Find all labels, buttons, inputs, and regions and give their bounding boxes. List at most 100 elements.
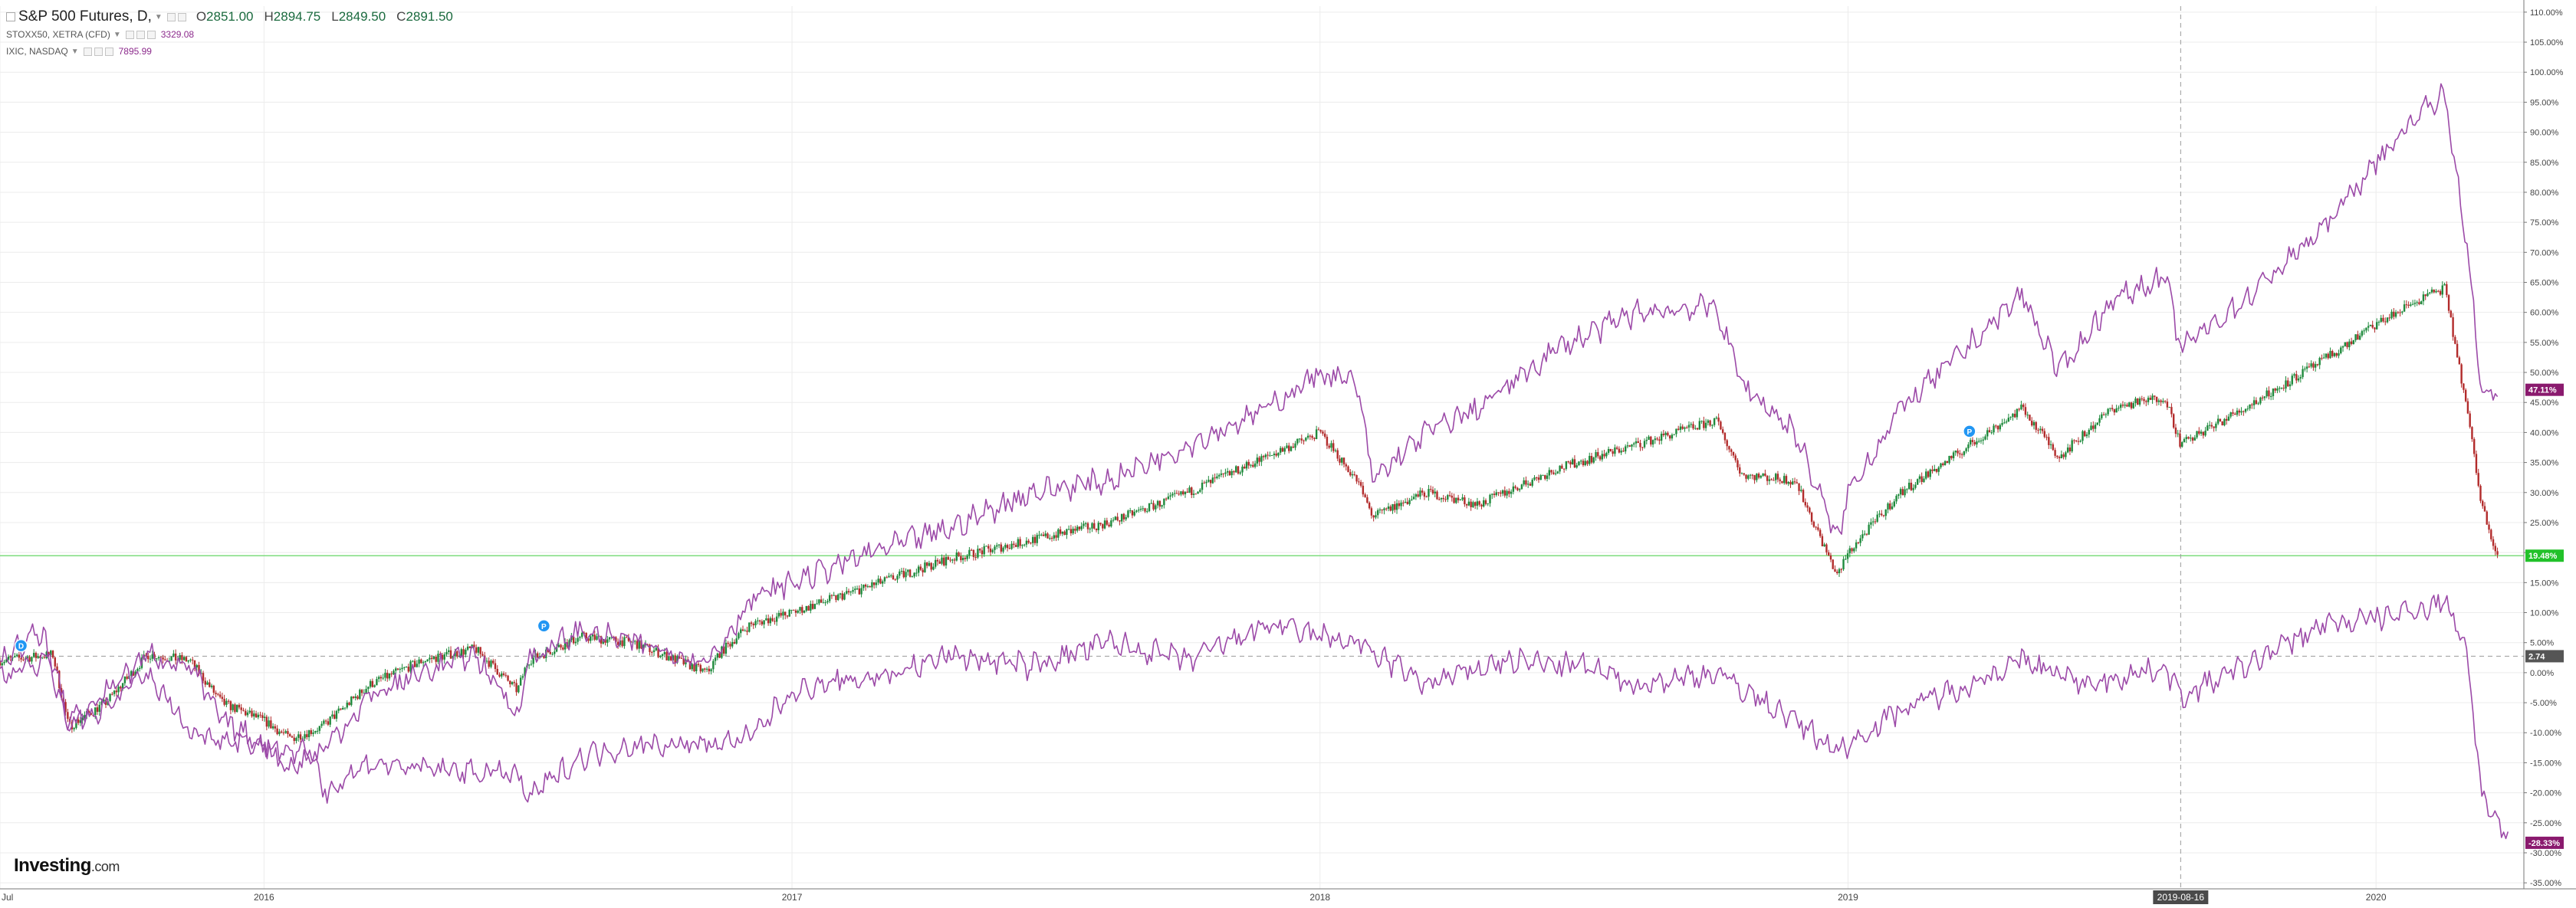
candle-body [1624,446,1627,452]
candle-body [318,726,321,731]
event-marker[interactable]: P [1963,424,1976,438]
candle-body [1336,450,1339,459]
candle-body [1500,492,1502,494]
candle-body [2126,405,2128,407]
candle-body [2141,398,2143,400]
candle-body [1923,478,1925,483]
candle-body [805,605,808,611]
hide-series-button[interactable] [83,47,92,56]
candle-body [1523,480,1525,485]
candle-body [1592,457,1595,463]
candle-body [323,720,325,724]
candle-body [488,661,490,667]
chevron-down-icon[interactable]: ▼ [113,30,121,39]
candle-body [172,653,175,657]
candle-body [2132,403,2134,408]
hide-series-button[interactable] [166,12,176,21]
chevron-down-icon[interactable]: ▼ [71,47,79,56]
candle-body [1116,516,1119,520]
ixic-symbol-label[interactable]: IXIC, NASDAQ [6,46,68,57]
candle-body [1019,539,1021,546]
candle-body [1355,475,1358,482]
candle-body [1191,487,1193,495]
event-marker[interactable]: D [14,638,28,653]
candle-body [1417,494,1419,497]
candle-body [1976,441,1978,445]
candle-body [2168,407,2170,408]
settings-series-button[interactable] [94,47,103,56]
candle-body [1108,524,1110,526]
candle-body [1728,446,1730,450]
candle-body [625,637,628,638]
candle-body [1586,461,1589,464]
candle-body [1102,524,1104,529]
main-symbol-label[interactable]: S&P 500 Futures, D, [18,8,152,25]
y-tick-label: 65.00% [2530,278,2559,287]
candle-body [1057,529,1060,538]
chevron-down-icon[interactable]: ▼ [154,12,163,21]
candle-body [54,657,56,667]
candle-body [977,549,979,558]
candle-body [420,659,422,664]
candle-body [1091,523,1093,529]
candle-body [1406,501,1409,504]
candle-body [64,702,67,713]
candle-body [84,715,86,718]
candle-body [1161,505,1163,507]
remove-series-button[interactable] [104,47,113,56]
candle-body [2088,430,2090,435]
remove-series-button[interactable] [146,30,156,39]
candle-body [947,556,949,560]
candle-body [401,667,403,670]
legend-ixic-row: IXIC, NASDAQ ▼ 7895.99 [6,43,464,60]
legend-stoxx-row: STOXX50, XETRA (CFD) ▼ 3329.08 [6,26,464,43]
candle-body [2456,343,2459,358]
settings-series-button[interactable] [136,30,145,39]
candle-body [659,655,662,657]
candle-body [722,646,725,654]
event-markers[interactable]: D P P [14,424,1976,653]
candle-body [202,673,205,681]
badge-background [2525,383,2564,396]
candle-body [1131,510,1134,516]
candle-body [1889,503,1891,510]
candle-body [811,604,814,609]
candle-body [1641,447,1644,448]
settings-series-button[interactable] [177,12,186,21]
candle-body [2424,294,2426,297]
collapse-legend-button[interactable] [6,12,15,21]
candle-body [441,654,444,660]
candle-body [350,697,353,706]
candle-body [644,644,647,645]
candle-body [1952,452,1955,459]
candle-body [2082,431,2084,441]
candle-body [1269,455,1271,457]
candle-body [1607,448,1610,453]
candle-body [767,618,770,624]
candle-body [2181,442,2183,447]
candle-body [1995,425,1997,427]
candle-body [87,711,90,713]
candle-body [938,561,941,564]
candle-body [2374,327,2376,329]
hide-series-button[interactable] [125,30,134,39]
candle-body [1451,495,1454,498]
candle-body [1080,526,1083,529]
candle-body [1895,496,1898,502]
candle-body [1294,443,1296,448]
y-tick-label: 45.00% [2530,398,2559,408]
candle-body [970,549,973,551]
candle-body [2352,340,2355,344]
badge-background [2525,650,2564,663]
candle-body [1539,475,1542,480]
candle-body [2418,302,2420,304]
candle-body [2101,414,2103,418]
event-marker[interactable]: P [537,619,551,633]
candle-body [460,649,463,657]
candle-body [31,657,33,662]
candle-body [335,710,338,720]
candle-body [616,641,619,645]
candle-body [695,664,698,672]
stoxx-symbol-label[interactable]: STOXX50, XETRA (CFD) [6,29,110,40]
